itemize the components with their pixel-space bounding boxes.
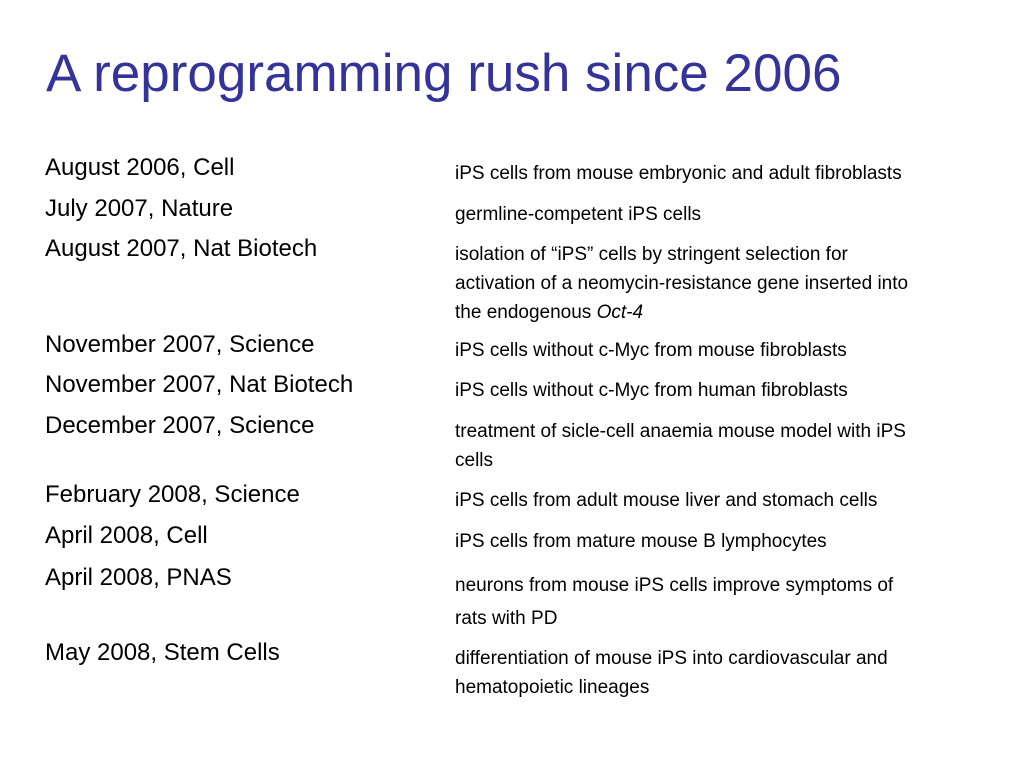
entry-description-line: iPS cells from mature mouse B lymphocyte… xyxy=(455,531,827,552)
entry-description-line: differentiation of mouse iPS into cardio… xyxy=(455,648,888,669)
entry-date: May 2008, Stem Cells xyxy=(45,639,280,666)
entry-date: November 2007, Nat Biotech xyxy=(45,371,354,398)
entry-description-line: iPS cells without c-Myc from mouse fibro… xyxy=(455,340,847,361)
entry-description: iPS cells without c-Myc from human fibro… xyxy=(455,376,1015,405)
entry-description-line: iPS cells from mouse embryonic and adult… xyxy=(455,163,902,184)
entry-date: April 2008, PNAS xyxy=(45,564,232,591)
entry-description: neurons from mouse iPS cells improve sym… xyxy=(455,569,1015,635)
entry-description: treatment of sicle-cell anaemia mouse mo… xyxy=(455,417,1015,475)
entry-description-line: cells xyxy=(455,450,494,471)
entry-description-line: neurons from mouse iPS cells improve sym… xyxy=(455,575,894,596)
entry-description-line: hematopoietic lineages xyxy=(455,677,650,698)
entry-date: August 2006, Cell xyxy=(45,154,235,181)
entry-description: differentiation of mouse iPS into cardio… xyxy=(455,644,1015,702)
entry-description-line: treatment of sicle-cell anaemia mouse mo… xyxy=(455,421,906,442)
entry-date: August 2007, Nat Biotech xyxy=(45,235,318,262)
entry-description-text: the endogenous xyxy=(455,302,597,323)
entry-date: July 2007, Nature xyxy=(45,195,234,222)
entry-date: December 2007, Science xyxy=(45,412,315,439)
entry-description: iPS cells without c-Myc from mouse fibro… xyxy=(455,336,1015,365)
entry-description: iPS cells from mature mouse B lymphocyte… xyxy=(455,527,1015,556)
entry-description: germline-competent iPS cells xyxy=(455,200,1015,229)
entry-description-line: isolation of “iPS” cells by stringent se… xyxy=(455,244,848,265)
entry-description: isolation of “iPS” cells by stringent se… xyxy=(455,240,1015,327)
gene-name: Oct-4 xyxy=(596,302,644,323)
entry-description-line: the endogenous Oct-4 xyxy=(455,298,1015,327)
entry-description-line: rats with PD xyxy=(455,608,558,629)
entry-description-line: germline-competent iPS cells xyxy=(455,204,702,225)
entry-date: February 2008, Science xyxy=(45,481,300,508)
entry-date: April 2008, Cell xyxy=(45,522,208,549)
slide-title: A reprogramming rush since 2006 xyxy=(46,44,842,103)
entry-description-line: iPS cells without c-Myc from human fibro… xyxy=(455,380,848,401)
entry-description-line: activation of a neomycin-resistance gene… xyxy=(455,273,909,294)
entry-description: iPS cells from mouse embryonic and adult… xyxy=(455,159,1015,188)
entry-date: November 2007, Science xyxy=(45,331,315,358)
entry-description-line: iPS cells from adult mouse liver and sto… xyxy=(455,490,878,511)
entry-description: iPS cells from adult mouse liver and sto… xyxy=(455,486,1015,515)
